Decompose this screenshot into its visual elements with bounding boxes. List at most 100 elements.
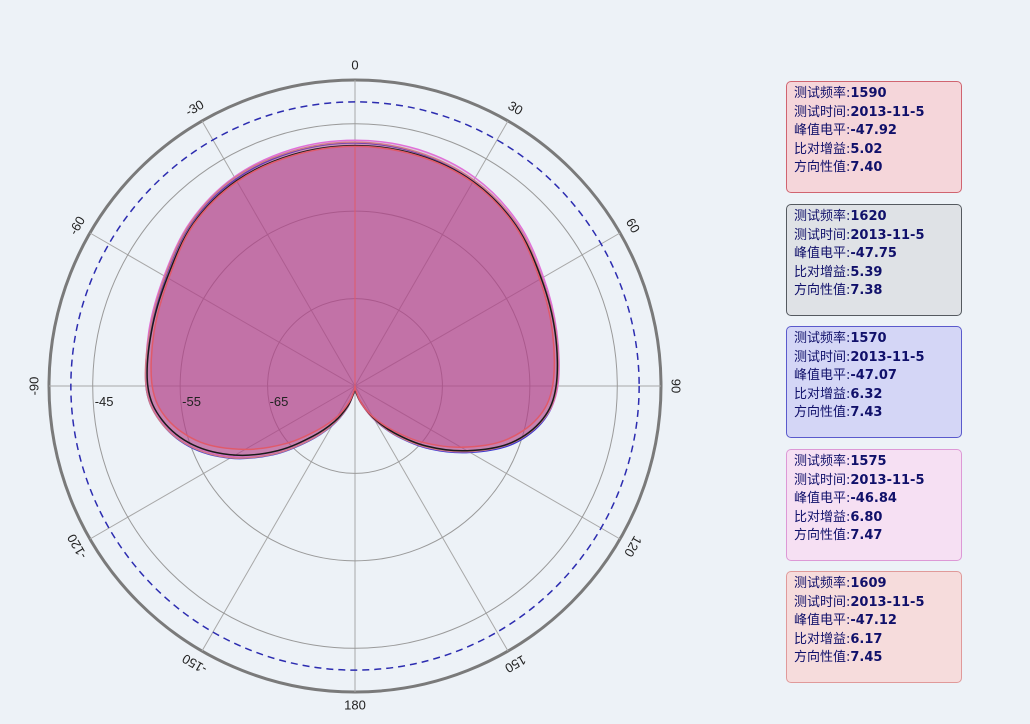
legend-row-test-time: 测试时间:2013-11-5 bbox=[794, 472, 961, 491]
legend-value: 5.02 bbox=[850, 141, 883, 157]
series-1590-trace bbox=[150, 145, 556, 451]
legend-key: 比对增益: bbox=[794, 141, 851, 157]
legend-value: 2013-11-5 bbox=[850, 227, 925, 243]
legend-key: 方向性值: bbox=[794, 650, 851, 666]
angle-label: -120 bbox=[64, 532, 90, 562]
legend-value: -47.12 bbox=[850, 613, 897, 629]
legend-value: 6.17 bbox=[850, 631, 883, 647]
legend-key: 方向性值: bbox=[794, 160, 851, 176]
legend-row-directivity: 方向性值:7.43 bbox=[794, 404, 961, 423]
legend-value: 7.43 bbox=[850, 405, 883, 421]
legend-key: 方向性值: bbox=[794, 528, 851, 544]
grid-spoke bbox=[354, 385, 509, 652]
grid-spoke bbox=[201, 385, 356, 652]
reference-dashed-ring bbox=[70, 101, 640, 671]
legend-key: 测试频率: bbox=[794, 576, 851, 591]
legend-row-frequency: 测试频率:1590 bbox=[794, 85, 961, 104]
legend-value: 7.40 bbox=[850, 160, 883, 176]
legend-card-1620: 测试频率:1620 测试时间:2013-11-5 峰值电平:-47.75 比对增益:5… bbox=[786, 204, 962, 316]
legend-key: 方向性值: bbox=[794, 283, 851, 299]
legend-key: 测试频率: bbox=[794, 86, 851, 101]
legend-key: 比对增益: bbox=[794, 509, 851, 525]
legend-key: 比对增益: bbox=[794, 264, 851, 280]
legend-card-1570: 测试频率:1570 测试时间:2013-11-5 峰值电平:-47.07 比对增益:6… bbox=[786, 326, 962, 438]
legend-value: -46.84 bbox=[850, 491, 897, 507]
legend-value: 6.80 bbox=[850, 509, 883, 525]
legend-key: 测试时间: bbox=[794, 472, 851, 488]
legend-value: 7.38 bbox=[850, 283, 883, 299]
legend-card-1575: 测试频率:1575 测试时间:2013-11-5 峰值电平:-46.84 比对增益:6… bbox=[786, 449, 962, 561]
legend-key: 峰值电平: bbox=[794, 246, 851, 262]
legend-value: -47.07 bbox=[850, 368, 897, 384]
legend-value: 1620 bbox=[850, 209, 887, 224]
angle-label: -60 bbox=[66, 214, 88, 238]
angle-label: 60 bbox=[623, 215, 643, 235]
grid-spoke bbox=[89, 232, 356, 387]
legend-key: 峰值电平: bbox=[794, 491, 851, 507]
legend-value: 7.47 bbox=[850, 528, 883, 544]
legend-value: 1575 bbox=[850, 454, 887, 469]
legend-row-relative-gain: 比对增益:6.17 bbox=[794, 631, 961, 650]
legend-row-test-time: 测试时间:2013-11-5 bbox=[794, 349, 961, 368]
legend-value: 2013-11-5 bbox=[850, 104, 925, 120]
legend-value: -47.75 bbox=[850, 246, 897, 262]
legend-key: 比对增益: bbox=[794, 386, 851, 402]
legend-row-test-time: 测试时间:2013-11-5 bbox=[794, 104, 961, 123]
legend-row-peak-level: 峰值电平:-46.84 bbox=[794, 490, 961, 509]
grid-spoke bbox=[201, 120, 356, 387]
legend-row-directivity: 方向性值:7.40 bbox=[794, 159, 961, 178]
legend-value: 1570 bbox=[850, 331, 887, 346]
angle-label: 150 bbox=[502, 652, 528, 676]
legend-key: 峰值电平: bbox=[794, 613, 851, 629]
legend-key: 测试频率: bbox=[794, 454, 851, 469]
grid-ring bbox=[92, 123, 618, 649]
grid-spoke bbox=[354, 232, 621, 387]
angle-label: 120 bbox=[621, 533, 645, 559]
angle-label: -150 bbox=[179, 651, 209, 677]
legend-row-relative-gain: 比对增益:6.32 bbox=[794, 386, 961, 405]
legend-value: 5.39 bbox=[850, 264, 883, 280]
angle-label: -90 bbox=[26, 377, 41, 396]
legend-row-directivity: 方向性值:7.47 bbox=[794, 527, 961, 546]
ring-label: -65 bbox=[270, 394, 289, 409]
legend-key: 测试时间: bbox=[794, 594, 851, 610]
ring-label: -45 bbox=[95, 394, 114, 409]
legend-row-relative-gain: 比对增益:6.80 bbox=[794, 509, 961, 528]
legend-row-frequency: 测试频率:1575 bbox=[794, 453, 961, 472]
grid-spoke bbox=[354, 385, 621, 540]
angle-label: 0 bbox=[351, 57, 358, 72]
legend-card-1609: 测试频率:1609 测试时间:2013-11-5 峰值电平:-47.12 比对增益:6… bbox=[786, 571, 962, 683]
angle-label: 90 bbox=[669, 379, 684, 393]
legend-value: 6.32 bbox=[850, 386, 883, 402]
legend-value: 2013-11-5 bbox=[850, 594, 925, 610]
legend-key: 测试时间: bbox=[794, 349, 851, 365]
legend-row-relative-gain: 比对增益:5.02 bbox=[794, 141, 961, 160]
legend-key: 测试时间: bbox=[794, 227, 851, 243]
polar-grid bbox=[49, 80, 661, 692]
legend-key: 比对增益: bbox=[794, 631, 851, 647]
angle-label: 30 bbox=[506, 98, 526, 118]
angle-label: -30 bbox=[183, 97, 207, 119]
legend-value: 1590 bbox=[850, 86, 887, 101]
legend-value: -47.92 bbox=[850, 123, 897, 139]
legend-row-directivity: 方向性值:7.38 bbox=[794, 282, 961, 301]
legend-value: 2013-11-5 bbox=[850, 349, 925, 365]
grid-spoke bbox=[354, 120, 509, 387]
legend-row-test-time: 测试时间:2013-11-5 bbox=[794, 594, 961, 613]
legend-key: 峰值电平: bbox=[794, 123, 851, 139]
legend-row-frequency: 测试频率:1620 bbox=[794, 208, 961, 227]
legend-key: 测试频率: bbox=[794, 209, 851, 224]
polar-plot: 0 30 60 90 120 150 180 -150 -120 -90 -60 -30 -65 -55… bbox=[26, 57, 684, 712]
legend-row-test-time: 测试时间:2013-11-5 bbox=[794, 227, 961, 246]
legend-row-frequency: 测试频率:1609 bbox=[794, 575, 961, 594]
legend-row-relative-gain: 比对增益:5.39 bbox=[794, 264, 961, 283]
legend-row-peak-level: 峰值电平:-47.07 bbox=[794, 367, 961, 386]
legend-row-peak-level: 峰值电平:-47.12 bbox=[794, 612, 961, 631]
legend-key: 测试频率: bbox=[794, 331, 851, 346]
legend-key: 方向性值: bbox=[794, 405, 851, 421]
angle-label: 180 bbox=[344, 697, 366, 712]
legend-key: 峰值电平: bbox=[794, 368, 851, 384]
legend-card-1590: 测试频率:1590 测试时间:2013-11-5 峰值电平:-47.92 比对增益:5… bbox=[786, 81, 962, 193]
series-layer bbox=[144, 139, 560, 460]
legend-value: 7.45 bbox=[850, 650, 883, 666]
